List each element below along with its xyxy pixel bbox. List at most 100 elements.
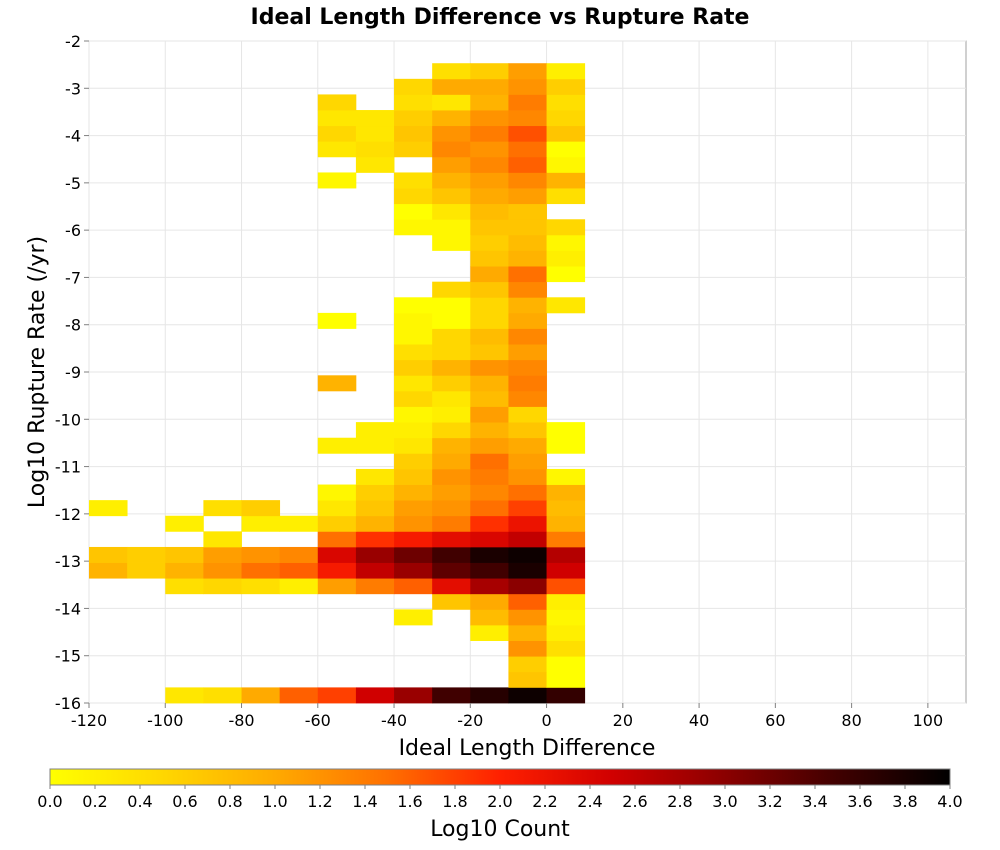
heatmap-cell	[241, 515, 281, 532]
heatmap-cell	[470, 344, 509, 361]
heatmap-cell	[470, 297, 509, 314]
colorbar-tick-label: 2.0	[487, 792, 512, 811]
heatmap-cell	[470, 94, 509, 111]
heatmap-cell	[317, 546, 357, 563]
y-axis-label: Log10 Rupture Rate (/yr)	[25, 236, 50, 508]
heatmap-cell	[394, 94, 433, 111]
heatmap-cell	[546, 531, 586, 548]
heatmap-cell	[432, 468, 471, 485]
heatmap-cell	[470, 406, 509, 423]
heatmap-cell	[508, 422, 547, 439]
x-tick-label: -120	[71, 711, 107, 730]
colorbar-tick-label: 0.4	[127, 792, 152, 811]
heatmap-cell	[394, 141, 433, 158]
colorbar-tick-label: 1.0	[262, 792, 287, 811]
colorbar-tick-label: 1.8	[442, 792, 467, 811]
colorbar-tick-label: 2.6	[622, 792, 647, 811]
heatmap-cell	[394, 437, 433, 454]
heatmap-cell	[89, 546, 128, 563]
heatmap-cell	[394, 125, 433, 142]
heatmap-cell	[203, 687, 242, 704]
heatmap-cell	[508, 500, 547, 517]
colorbar-tick-label: 0.6	[172, 792, 197, 811]
heatmap-cell	[127, 546, 166, 563]
heatmap-cell	[546, 484, 586, 501]
heatmap-cell	[355, 468, 395, 485]
heatmap-cell	[546, 266, 586, 283]
heatmap-cell	[546, 172, 586, 189]
heatmap-cell	[432, 172, 471, 189]
heatmap-cell	[470, 234, 509, 251]
heatmap-cell	[470, 609, 509, 626]
heatmap-cell	[432, 484, 471, 501]
heatmap-cell	[508, 515, 547, 532]
heatmap-cell	[508, 94, 547, 111]
heatmap-cell	[508, 562, 547, 579]
heatmap-cell	[432, 562, 471, 579]
heatmap-cell	[355, 546, 395, 563]
heatmap-cell	[470, 359, 509, 376]
heatmap-cell	[317, 437, 357, 454]
heatmap-cell	[546, 500, 586, 517]
heatmap-cell	[394, 312, 433, 329]
heatmap-cell	[508, 624, 547, 641]
heatmap-cell	[546, 437, 586, 454]
heatmap-cell	[432, 453, 471, 470]
y-tick-label: -12	[55, 505, 81, 524]
heatmap-cell	[355, 125, 395, 142]
heatmap-cell	[317, 515, 357, 532]
heatmap-cell	[165, 562, 204, 579]
heatmap-cell	[432, 546, 471, 563]
heatmap-cell	[508, 125, 547, 142]
heatmap-cell	[317, 531, 357, 548]
heatmap-cell	[394, 484, 433, 501]
y-tick-label: -5	[65, 174, 81, 193]
heatmap-cell	[546, 562, 586, 579]
heatmap-cell	[165, 578, 204, 595]
heatmap-cell	[546, 609, 586, 626]
x-axis-label: Ideal Length Difference	[399, 736, 656, 761]
y-tick-label: -16	[55, 694, 81, 713]
heatmap-cell	[508, 390, 547, 407]
heatmap-cells	[89, 63, 586, 704]
heatmap-cell	[432, 188, 471, 205]
heatmap-cell	[546, 250, 586, 267]
heatmap-cell	[432, 156, 471, 173]
heatmap-cell	[432, 687, 471, 704]
colorbar-tick-label: 0.8	[217, 792, 242, 811]
heatmap-cell	[317, 375, 357, 392]
heatmap-cell	[470, 484, 509, 501]
heatmap-cell	[432, 125, 471, 142]
heatmap-cell	[317, 562, 357, 579]
heatmap-cell	[508, 312, 547, 329]
heatmap-cell	[432, 359, 471, 376]
heatmap-cell	[508, 609, 547, 626]
heatmap-cell	[508, 453, 547, 470]
x-tick-label: 60	[765, 711, 785, 730]
heatmap-cell	[546, 546, 586, 563]
heatmap-cell	[546, 219, 586, 236]
heatmap-cell	[394, 375, 433, 392]
heatmap-cell	[508, 203, 547, 220]
y-tick-label: -7	[65, 268, 81, 287]
heatmap-cell	[546, 468, 586, 485]
heatmap-cell	[470, 437, 509, 454]
colorbar-tick-label: 0.0	[37, 792, 62, 811]
x-tick-label: -80	[228, 711, 254, 730]
heatmap-cell	[394, 515, 433, 532]
colorbar-tick-label: 3.0	[712, 792, 737, 811]
heatmap-cell	[394, 422, 433, 439]
heatmap-cell	[546, 624, 586, 641]
heatmap-cell	[508, 141, 547, 158]
heatmap-cell	[470, 687, 509, 704]
heatmap-cell	[432, 94, 471, 111]
heatmap-cell	[432, 219, 471, 236]
heatmap-cell	[394, 546, 433, 563]
heatmap-cell	[432, 375, 471, 392]
heatmap-cell	[394, 188, 433, 205]
heatmap-cell	[508, 266, 547, 283]
heatmap-cell	[394, 531, 433, 548]
heatmap-cell	[279, 515, 319, 532]
y-tick-label: -3	[65, 79, 81, 98]
